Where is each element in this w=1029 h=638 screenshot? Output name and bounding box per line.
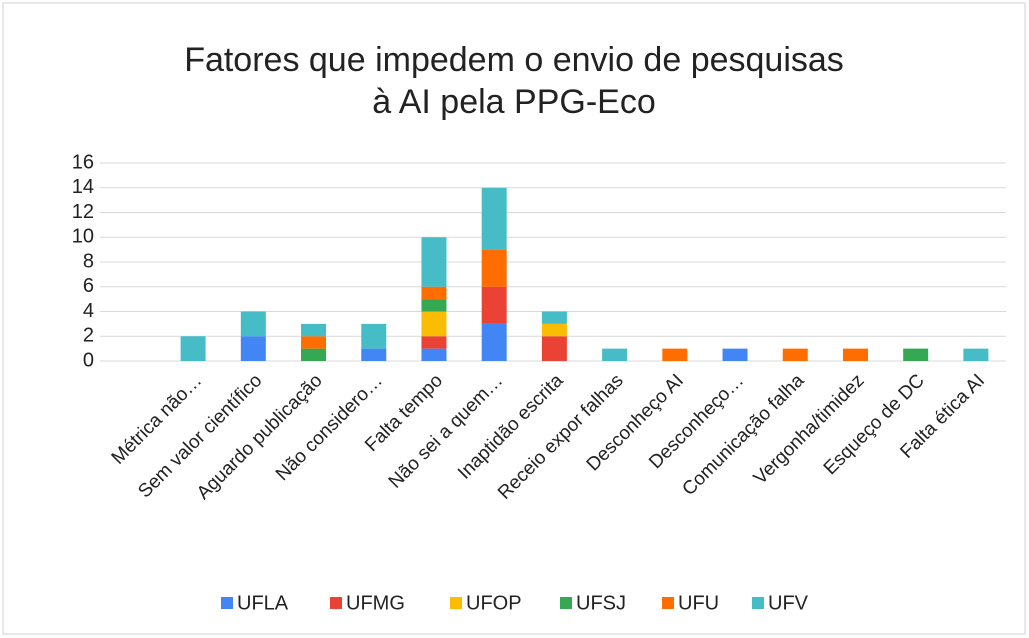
bar-segment bbox=[541, 323, 567, 337]
bar-segment bbox=[421, 299, 447, 312]
bar-segment bbox=[842, 348, 868, 361]
legend-label: UFOP bbox=[466, 592, 522, 614]
legend-label: UFMG bbox=[346, 592, 405, 614]
bar-segment bbox=[301, 323, 327, 337]
bar-segment bbox=[481, 286, 507, 324]
y-tick-label: 12 bbox=[72, 201, 94, 223]
bar-segment bbox=[301, 348, 327, 361]
bar-segment bbox=[481, 187, 507, 250]
bar-segment bbox=[722, 348, 748, 361]
legend-swatch bbox=[221, 597, 233, 609]
legend-swatch bbox=[662, 597, 674, 609]
bar-segment bbox=[963, 348, 989, 361]
bar-segment bbox=[361, 323, 387, 349]
bar-segment bbox=[481, 249, 507, 287]
bar-segment bbox=[662, 348, 688, 361]
legend-swatch bbox=[560, 597, 572, 609]
bar-segment bbox=[602, 348, 628, 361]
y-tick-label: 6 bbox=[83, 275, 94, 297]
bar-segment bbox=[180, 336, 206, 361]
bar-segment bbox=[361, 348, 387, 361]
bar-segment bbox=[240, 311, 266, 337]
bar-segment bbox=[481, 323, 507, 361]
legend-label: UFU bbox=[678, 592, 719, 614]
bar-segment bbox=[903, 348, 929, 361]
bar-segment bbox=[301, 336, 327, 349]
bar-segment bbox=[421, 336, 447, 349]
y-tick-label: 4 bbox=[83, 300, 94, 322]
chart-title: à AI pela PPG-Eco bbox=[372, 83, 656, 121]
y-tick-label: 14 bbox=[72, 176, 94, 198]
legend-swatch bbox=[450, 597, 462, 609]
chart-title: Fatores que impedem o envio de pesquisas bbox=[184, 41, 844, 79]
y-tick-label: 8 bbox=[83, 250, 94, 272]
bar-segment bbox=[421, 237, 447, 287]
y-tick-label: 16 bbox=[72, 151, 94, 173]
y-tick-label: 2 bbox=[83, 325, 94, 347]
y-tick-label: 0 bbox=[83, 349, 94, 371]
bar-segment bbox=[541, 336, 567, 361]
legend-label: UFSJ bbox=[576, 592, 626, 614]
y-tick-label: 10 bbox=[72, 226, 94, 248]
legend-label: UFV bbox=[768, 592, 809, 614]
bar-segment bbox=[421, 286, 447, 300]
bar-segment bbox=[240, 336, 266, 361]
bar-segment bbox=[421, 348, 447, 361]
legend-label: UFLA bbox=[237, 592, 289, 614]
bar-segment bbox=[782, 348, 808, 361]
legend-swatch bbox=[752, 597, 764, 609]
bar-segment bbox=[541, 311, 567, 324]
legend-swatch bbox=[330, 597, 342, 609]
bar-segment bbox=[421, 311, 447, 337]
